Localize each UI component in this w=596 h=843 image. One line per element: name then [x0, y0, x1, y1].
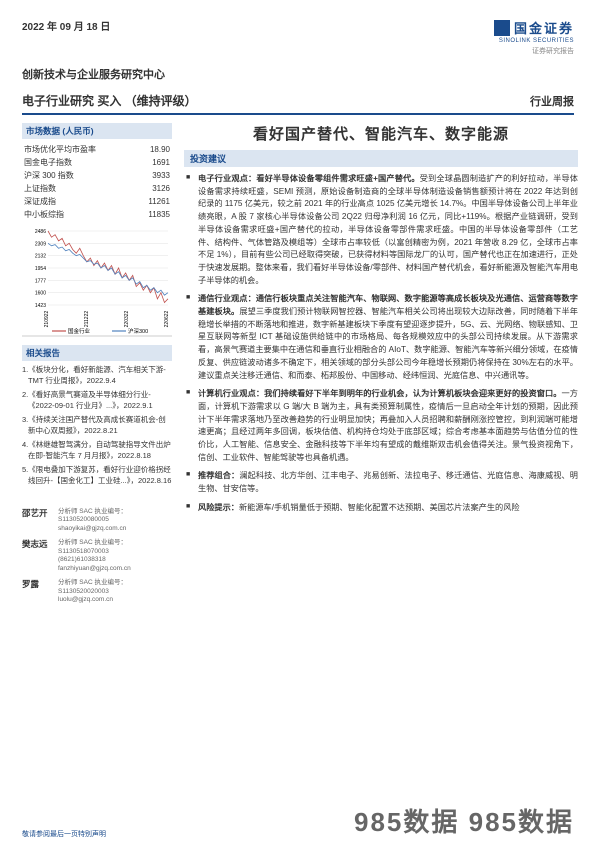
analyst-row: 罗露分析师 SAC 执业编号：S1130520020003luolu@gjzq.…: [22, 579, 172, 604]
market-data-table: 市场优化平均市盈率18.90国金电子指数1691沪深 300 指数3933上证指…: [22, 143, 172, 221]
paragraph-lead: 计算机行业观点：我们持续看好下半年到明年的行业机会，认为计算机板块会迎来更好的投…: [198, 389, 562, 398]
related-report-item: 5.《限电叠加下游复苏，看好行业迎价格拐经线回升-【国金化工】工业硅...》，2…: [22, 465, 172, 486]
market-data-value: 3126: [134, 182, 172, 195]
svg-text:沪深300: 沪深300: [128, 327, 148, 335]
main-content: 看好国产替代、智能汽车、数字能源 投资建议 电子行业观点：看好半导体设备零组件需…: [184, 123, 578, 610]
market-data-label: 沪深 300 指数: [22, 169, 134, 182]
analyst-info: 分析师 SAC 执业编号：S1130518070003(8621)6103831…: [58, 539, 172, 573]
research-center: 创新技术与企业服务研究中心: [22, 66, 574, 82]
related-report-item: 3.《持续关注国产替代及高成长赛道机会-创新中心双周报》，2022.8.21: [22, 415, 172, 436]
market-data-label: 深证成指: [22, 195, 134, 208]
market-data-row: 中小板综指11835: [22, 208, 172, 221]
investment-paragraph: 风险提示：新能源车/手机销量低于预期、智能化配置不达预期、美国芯片法案产生的风险: [184, 502, 578, 515]
market-data-row: 深证成指11261: [22, 195, 172, 208]
paragraph-lead: 电子行业观点：看好半导体设备零组件需求旺盛+国产替代。: [198, 174, 420, 183]
analyst-row: 樊志远分析师 SAC 执业编号：S1130518070003(8621)6103…: [22, 539, 172, 573]
market-data-value: 11261: [134, 195, 172, 208]
paragraph-body: 新能源车/手机销量低于预期、智能化配置不达预期、美国芯片法案产生的风险: [239, 503, 520, 512]
analyst-info: 分析师 SAC 执业编号：S1130520080005shaoyikai@gjz…: [58, 508, 172, 533]
report-type: 行业周报: [530, 93, 574, 109]
logo-square-icon: [494, 20, 510, 36]
related-report-item: 1.《板块分化，看好新能源、汽车相关下游-TMT 行业周报》，2022.9.4: [22, 365, 172, 386]
svg-text:2309: 2309: [35, 241, 46, 247]
market-data-value: 11835: [134, 208, 172, 221]
investment-paragraph: 电子行业观点：看好半导体设备零组件需求旺盛+国产替代。受到全球晶圆制造扩产的利好…: [184, 173, 578, 287]
market-data-label: 中小板综指: [22, 208, 134, 221]
svg-text:2132: 2132: [35, 254, 46, 260]
paragraph-body: 展望三季度我们预计物联网智控器、智能汽车相关公司将出现较大边际改善，同时随着下半…: [198, 307, 578, 380]
report-date: 2022 年 09 月 18 日: [22, 18, 110, 33]
market-data-row: 市场优化平均市盈率18.90: [22, 143, 172, 156]
footer-disclaimer: 敬请参阅最后一页特别声明: [22, 829, 106, 839]
svg-text:1954: 1954: [35, 266, 46, 272]
analyst-block: 邵艺开分析师 SAC 执业编号：S1130520080005shaoyikai@…: [22, 508, 172, 604]
analyst-name: 罗露: [22, 579, 52, 604]
svg-text:1777: 1777: [35, 278, 46, 284]
investment-paragraph: 推荐组合：澜起科技、北方华创、江丰电子、兆易创新、法拉电子、移迁通信、光庭信息、…: [184, 470, 578, 495]
sector-rating: 电子行业研究 买入 （维持评级）: [22, 92, 197, 109]
related-report-item: 4.《林继雄智驾满分，自动驾驶指导文件出炉在即-智能汽车 7 月月报》，2022…: [22, 440, 172, 461]
paragraph-body: 澜起科技、北方华创、江丰电子、兆易创新、法拉电子、移迁通信、光庭信息、海康威视、…: [198, 471, 578, 493]
investment-paragraph: 计算机行业观点：我们持续看好下半年到明年的行业机会，认为计算机板块会迎来更好的投…: [184, 388, 578, 464]
watermark: 985数据 985数据: [354, 802, 574, 839]
broker-logo: 国金证券 SINOLINK SECURITIES 证券研究报告: [494, 18, 574, 56]
paragraph-lead: 推荐组合：: [198, 471, 239, 480]
market-data-label: 上证指数: [22, 182, 134, 195]
market-data-row: 国金电子指数1691: [22, 156, 172, 169]
market-data-value: 3933: [134, 169, 172, 182]
analyst-name: 樊志远: [22, 539, 52, 573]
market-data-value: 18.90: [134, 143, 172, 156]
market-data-label: 国金电子指数: [22, 156, 134, 169]
paragraph-lead: 风险提示：: [198, 503, 239, 512]
paragraph-body: 一方面，计算机下游需求以 G 端/大 B 端为主，具有类预算制属性，疫情后一旦启…: [198, 389, 578, 462]
analyst-row: 邵艺开分析师 SAC 执业编号：S1130520080005shaoyikai@…: [22, 508, 172, 533]
svg-text:2486: 2486: [35, 229, 46, 235]
svg-text:220622: 220622: [164, 310, 170, 327]
logo-cn-text: 国金证券: [514, 18, 574, 37]
market-data-label: 市场优化平均市盈率: [22, 143, 134, 156]
related-report-item: 2.《看好高景气赛道及半导体细分行业-《2022-09-01 行业月》...》，…: [22, 390, 172, 411]
investment-paragraph: 通信行业观点：通信行板块重点关注智能汽车、物联网、数字能源等高成长板块及光通信、…: [184, 293, 578, 382]
market-data-value: 1691: [134, 156, 172, 169]
analyst-name: 邵艺开: [22, 508, 52, 533]
svg-text:220322: 220322: [124, 310, 130, 327]
logo-en-text: SINOLINK SECURITIES: [494, 38, 574, 44]
market-data-row: 沪深 300 指数3933: [22, 169, 172, 182]
svg-text:1423: 1423: [35, 303, 46, 309]
sidebar: 市场数据 (人民币) 市场优化平均市盈率18.90国金电子指数1691沪深 30…: [22, 123, 172, 610]
svg-text:210922: 210922: [44, 310, 50, 327]
svg-text:1600: 1600: [35, 291, 46, 297]
related-reports-list: 1.《板块分化，看好新能源、汽车相关下游-TMT 行业周报》，2022.9.4 2…: [22, 365, 172, 486]
svg-text:211222: 211222: [84, 311, 90, 328]
index-chart: 2486 2309 2132 1954 1777 1600 1423210922 211222…: [22, 227, 172, 337]
paragraph-body: 受到全球晶圆制造扩产的利好拉动，半导体设备需求持续旺盛，SEMI 预测，原始设备…: [198, 174, 578, 285]
market-data-row: 上证指数3126: [22, 182, 172, 195]
svg-text:国金行业: 国金行业: [68, 327, 91, 335]
logo-subtext: 证券研究报告: [494, 46, 574, 56]
market-data-title: 市场数据 (人民币): [22, 123, 172, 139]
analyst-info: 分析师 SAC 执业编号：S1130520020003luolu@gjzq.co…: [58, 579, 172, 604]
related-reports-title: 相关报告: [22, 345, 172, 361]
main-title: 看好国产替代、智能汽车、数字能源: [184, 123, 578, 144]
investment-advice-heading: 投资建议: [184, 150, 578, 167]
